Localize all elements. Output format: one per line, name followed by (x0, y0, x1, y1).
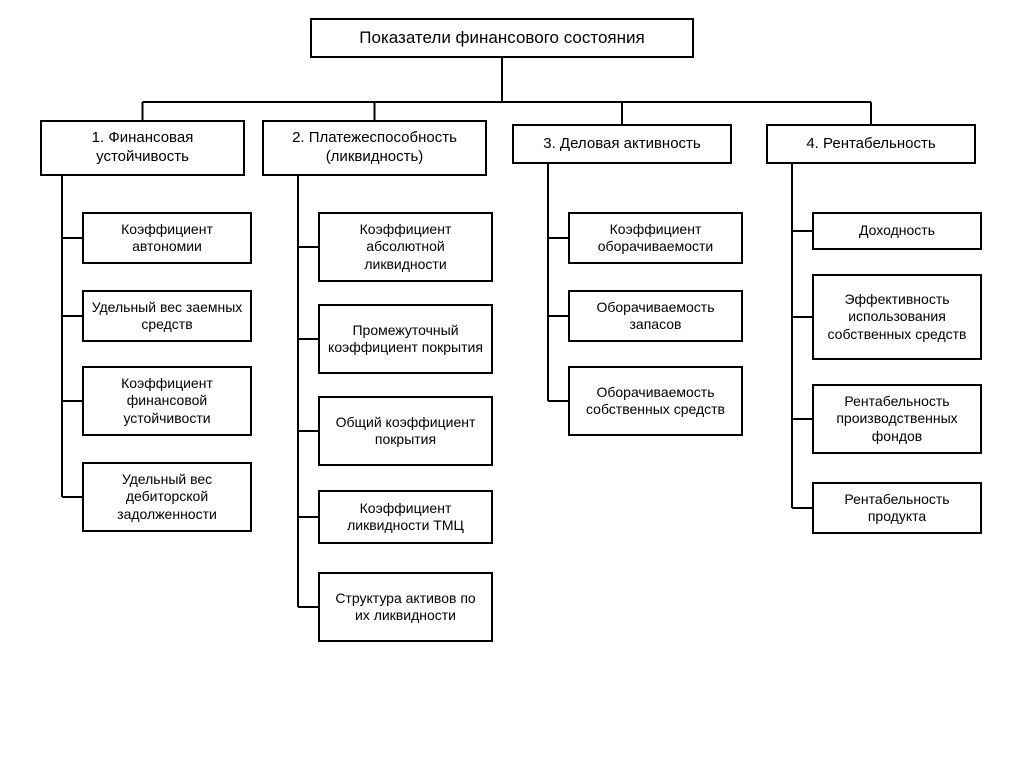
category-header: 1. Финансовая устойчивость (40, 120, 245, 176)
leaf-node: Коэффициент автономии (82, 212, 252, 264)
diagram-canvas: Показатели финансового состояния 1. Финан… (0, 0, 1024, 767)
leaf-node: Структура активов по их ликвидности (318, 572, 493, 642)
leaf-node: Промежуточный коэффициент покрытия (318, 304, 493, 374)
leaf-node: Коэффициент оборачиваемости (568, 212, 743, 264)
leaf-node: Коэффициент абсолютной ликвидности (318, 212, 493, 282)
category-header: 2. Платежеспособность (ликвидность) (262, 120, 487, 176)
leaf-node: Удельный вес дебиторской задолженности (82, 462, 252, 532)
category-header: 4. Рентабельность (766, 124, 976, 164)
leaf-node: Общий коэффициент покрытия (318, 396, 493, 466)
leaf-node: Коэффициент ликвидности ТМЦ (318, 490, 493, 544)
leaf-node: Коэффициент финансовой устойчивости (82, 366, 252, 436)
leaf-node: Рентабельность производственных фондов (812, 384, 982, 454)
category-header: 3. Деловая активность (512, 124, 732, 164)
leaf-node: Эффективность использования собственных … (812, 274, 982, 360)
leaf-node: Оборачиваемость собственных средств (568, 366, 743, 436)
root-node: Показатели финансового состояния (310, 18, 694, 58)
leaf-node: Рентабельность продукта (812, 482, 982, 534)
leaf-node: Удельный вес заемных средств (82, 290, 252, 342)
leaf-node: Оборачиваемость запасов (568, 290, 743, 342)
leaf-node: Доходность (812, 212, 982, 250)
